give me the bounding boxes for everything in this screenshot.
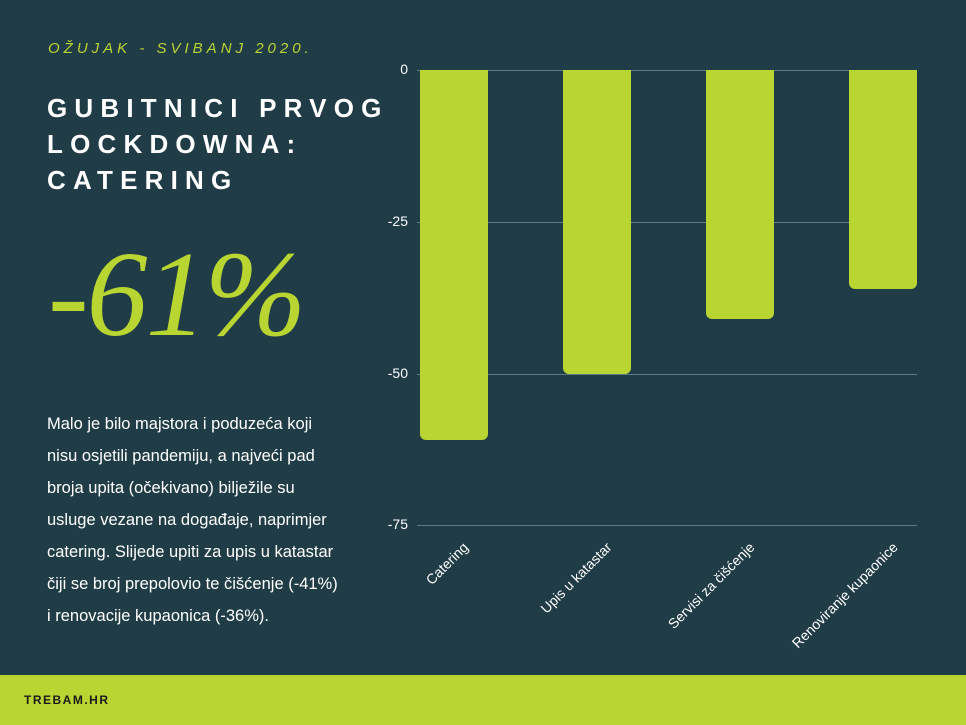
subtitle: OŽUJAK - SVIBANJ 2020. <box>48 40 313 57</box>
y-axis-tick-label: -50 <box>387 364 408 381</box>
title-line-2: LOCKDOWNA: <box>47 129 303 159</box>
footer: TREBAM.HR <box>0 675 966 725</box>
bar-catering <box>420 70 488 441</box>
y-axis-tick-label: 0 <box>400 61 408 77</box>
gridline <box>417 525 917 527</box>
y-axis-tick-label: -75 <box>387 516 408 533</box>
description: Malo je bilo majstora i poduzeća koji ni… <box>47 408 387 632</box>
page-title: GUBITNICI PRVOG LOCKDOWNA: CATERING <box>47 90 389 198</box>
description-line: nisu osjetili pandemiju, a najveći pad <box>47 447 315 465</box>
gridline <box>417 70 917 71</box>
x-axis-tick-label: Catering <box>422 539 472 588</box>
description-line: Malo je bilo majstora i poduzeća koji <box>47 415 313 433</box>
description-line: čiji se broj prepolovio te čišćenje (-41… <box>47 575 338 593</box>
description-line: i renovacije kupaonica (-36%). <box>47 607 269 625</box>
gridline <box>417 221 917 223</box>
bar-servisi-za-čišćenje <box>706 70 774 319</box>
footer-brand: TREBAM.HR <box>24 693 110 707</box>
bar-chart: 0 -25 -50 -75 Catering Upis u katastar Servisi… <box>370 50 930 670</box>
bar-upis-u-katastar <box>563 70 631 374</box>
x-axis-tick-label: Servisi za čišćenje <box>664 539 758 632</box>
description-line: catering. Slijede upiti za upis u katast… <box>47 543 334 561</box>
description-line: broja upita (očekivano) bilježile su <box>47 479 295 497</box>
bar-renoviranje-kupaonice <box>849 70 917 289</box>
x-axis-tick-label: Upis u katastar <box>537 539 615 617</box>
title-line-1: GUBITNICI PRVOG <box>47 93 389 123</box>
title-line-3: CATERING <box>47 165 239 195</box>
x-axis-tick-label: Renoviranje kupaonice <box>788 539 901 652</box>
description-line: usluge vezane na događaje, naprimjer <box>47 511 327 529</box>
highlight-stat: -61% <box>48 227 306 362</box>
gridline <box>417 373 917 375</box>
y-axis-tick-label: -25 <box>387 212 408 229</box>
